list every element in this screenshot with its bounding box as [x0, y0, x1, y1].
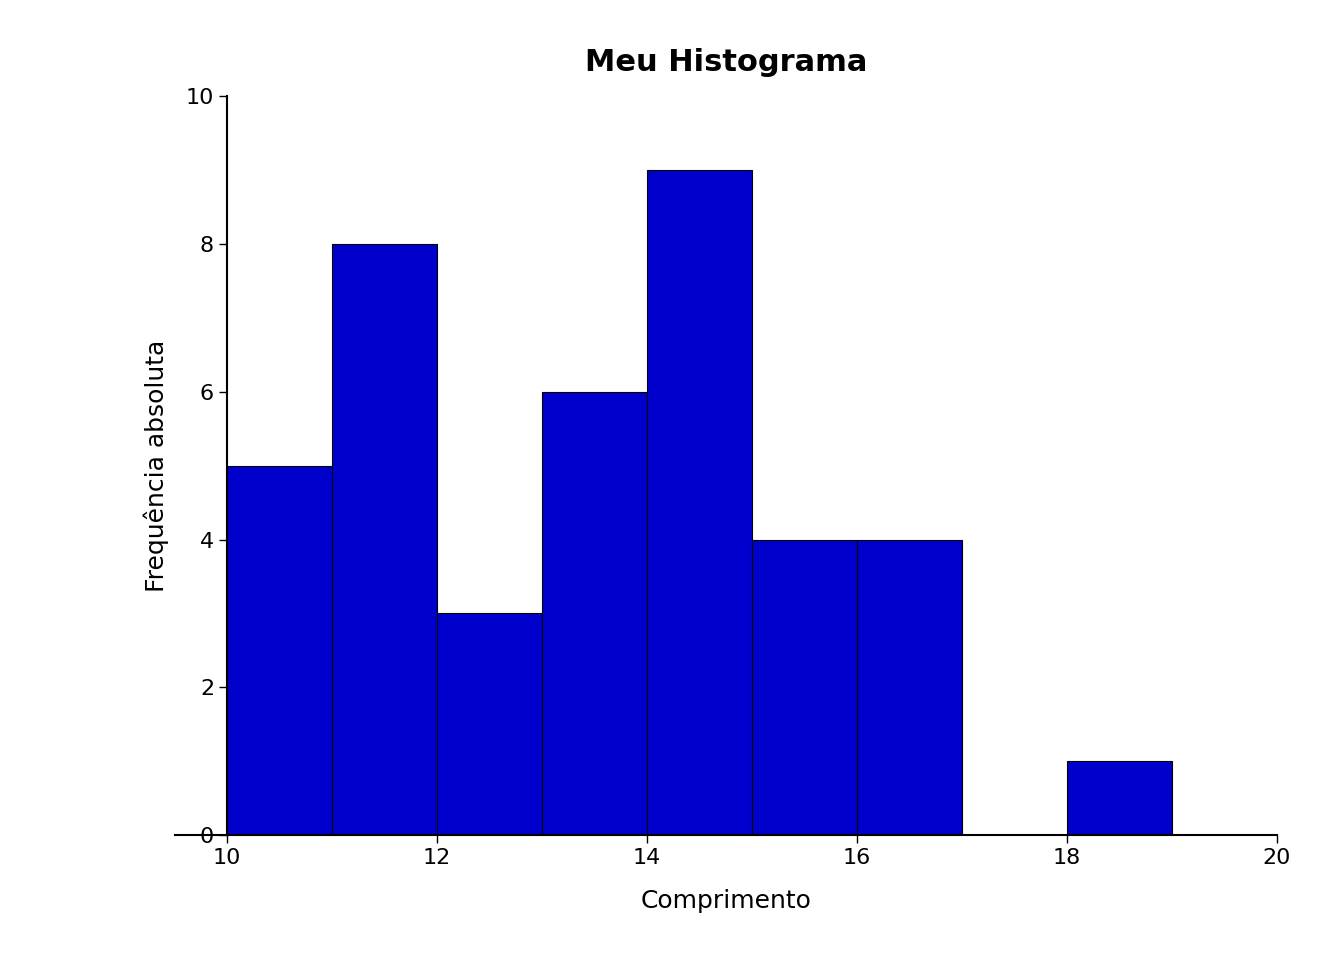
- Bar: [646, 170, 753, 835]
- Title: Meu Histograma: Meu Histograma: [585, 48, 867, 77]
- Bar: [437, 613, 542, 835]
- Y-axis label: Frequência absoluta: Frequência absoluta: [144, 340, 169, 591]
- Bar: [332, 244, 437, 835]
- Bar: [857, 540, 962, 835]
- Bar: [1067, 761, 1172, 835]
- X-axis label: Comprimento: Comprimento: [640, 889, 812, 913]
- Bar: [227, 466, 332, 835]
- Bar: [542, 392, 646, 835]
- Bar: [753, 540, 857, 835]
